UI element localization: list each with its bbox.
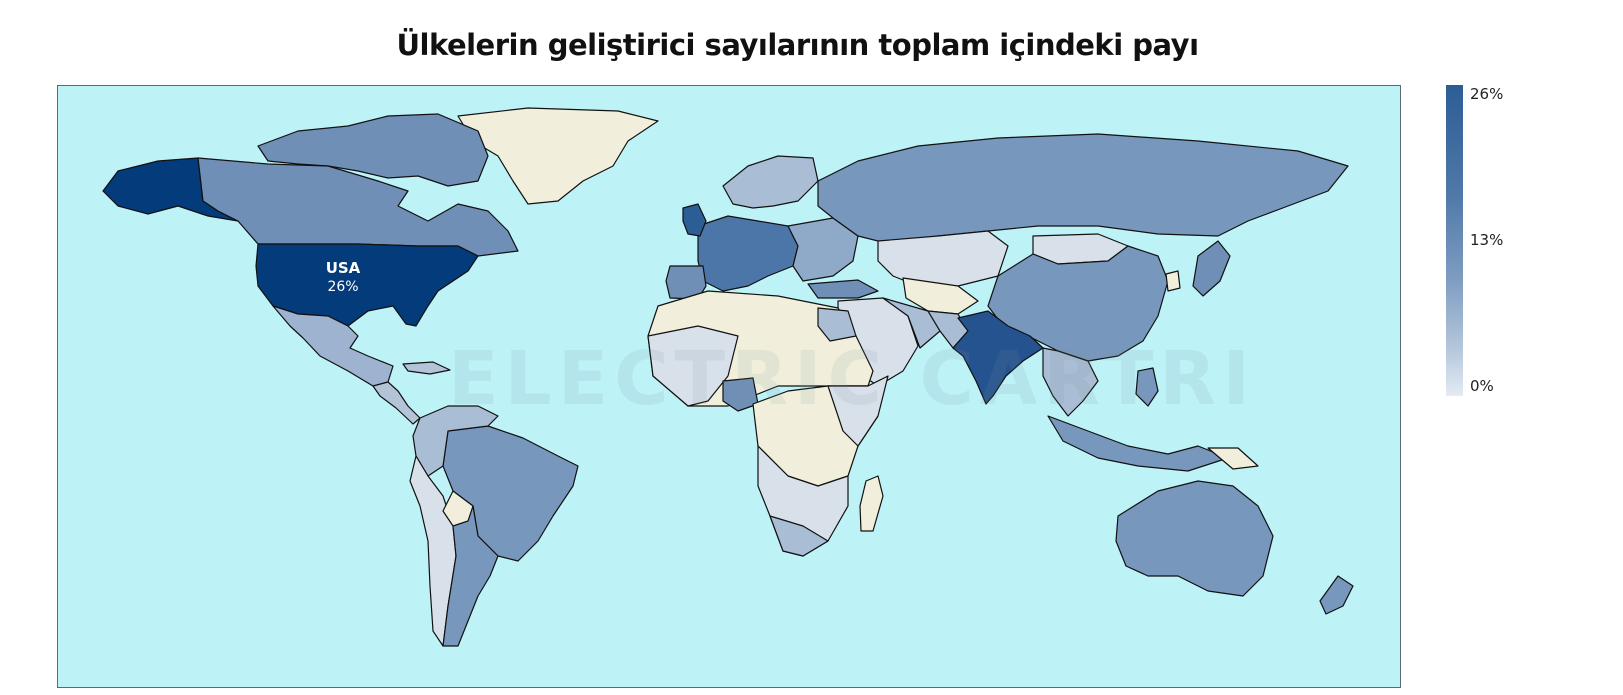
egypt[interactable]: [817, 307, 857, 342]
europe-west[interactable]: [697, 215, 799, 292]
nigeria[interactable]: [722, 377, 759, 412]
southeast-asia[interactable]: [1042, 347, 1099, 417]
scandinavia[interactable]: [722, 155, 819, 209]
uk[interactable]: [682, 203, 707, 237]
watermark: ELECTRIC CARTRI: [448, 336, 1256, 422]
india[interactable]: [952, 310, 1044, 405]
new-zealand[interactable]: [1319, 575, 1354, 615]
caribbean[interactable]: [402, 361, 451, 375]
world-map-svg: USA 26%: [102, 107, 1354, 647]
south-america-north[interactable]: [412, 405, 499, 477]
south-africa[interactable]: [769, 515, 829, 557]
korea[interactable]: [1165, 270, 1181, 292]
world-map[interactable]: USA 26% ELECTRIC CARTRI: [57, 85, 1401, 688]
japan[interactable]: [1192, 240, 1231, 297]
mexico[interactable]: [272, 305, 394, 387]
legend-mid-label: 13%: [1470, 231, 1504, 249]
map-title: Ülkelerin geliştirici sayılarının toplam…: [396, 28, 1199, 62]
madagascar[interactable]: [859, 475, 884, 532]
argentina[interactable]: [442, 505, 499, 647]
kazakhstan[interactable]: [877, 230, 1009, 287]
alaska[interactable]: [102, 157, 239, 222]
papua-new-guinea[interactable]: [1207, 447, 1259, 470]
iran[interactable]: [882, 297, 941, 349]
canada[interactable]: [197, 157, 519, 257]
usa-label: USA: [326, 259, 361, 277]
greenland[interactable]: [457, 107, 659, 205]
africa-west[interactable]: [647, 325, 739, 407]
legend-min-label: 0%: [1470, 377, 1494, 395]
usa-value-label: 26%: [327, 279, 358, 295]
africa-east[interactable]: [827, 375, 889, 447]
turkey[interactable]: [807, 279, 879, 299]
central-america[interactable]: [372, 381, 421, 425]
indonesia[interactable]: [1047, 415, 1229, 472]
legend-color-bar: [1446, 85, 1463, 396]
philippines[interactable]: [1135, 367, 1159, 407]
bolivia[interactable]: [442, 490, 474, 527]
legend-max-label: 26%: [1470, 85, 1504, 103]
australia[interactable]: [1115, 480, 1274, 597]
russia[interactable]: [817, 133, 1349, 247]
